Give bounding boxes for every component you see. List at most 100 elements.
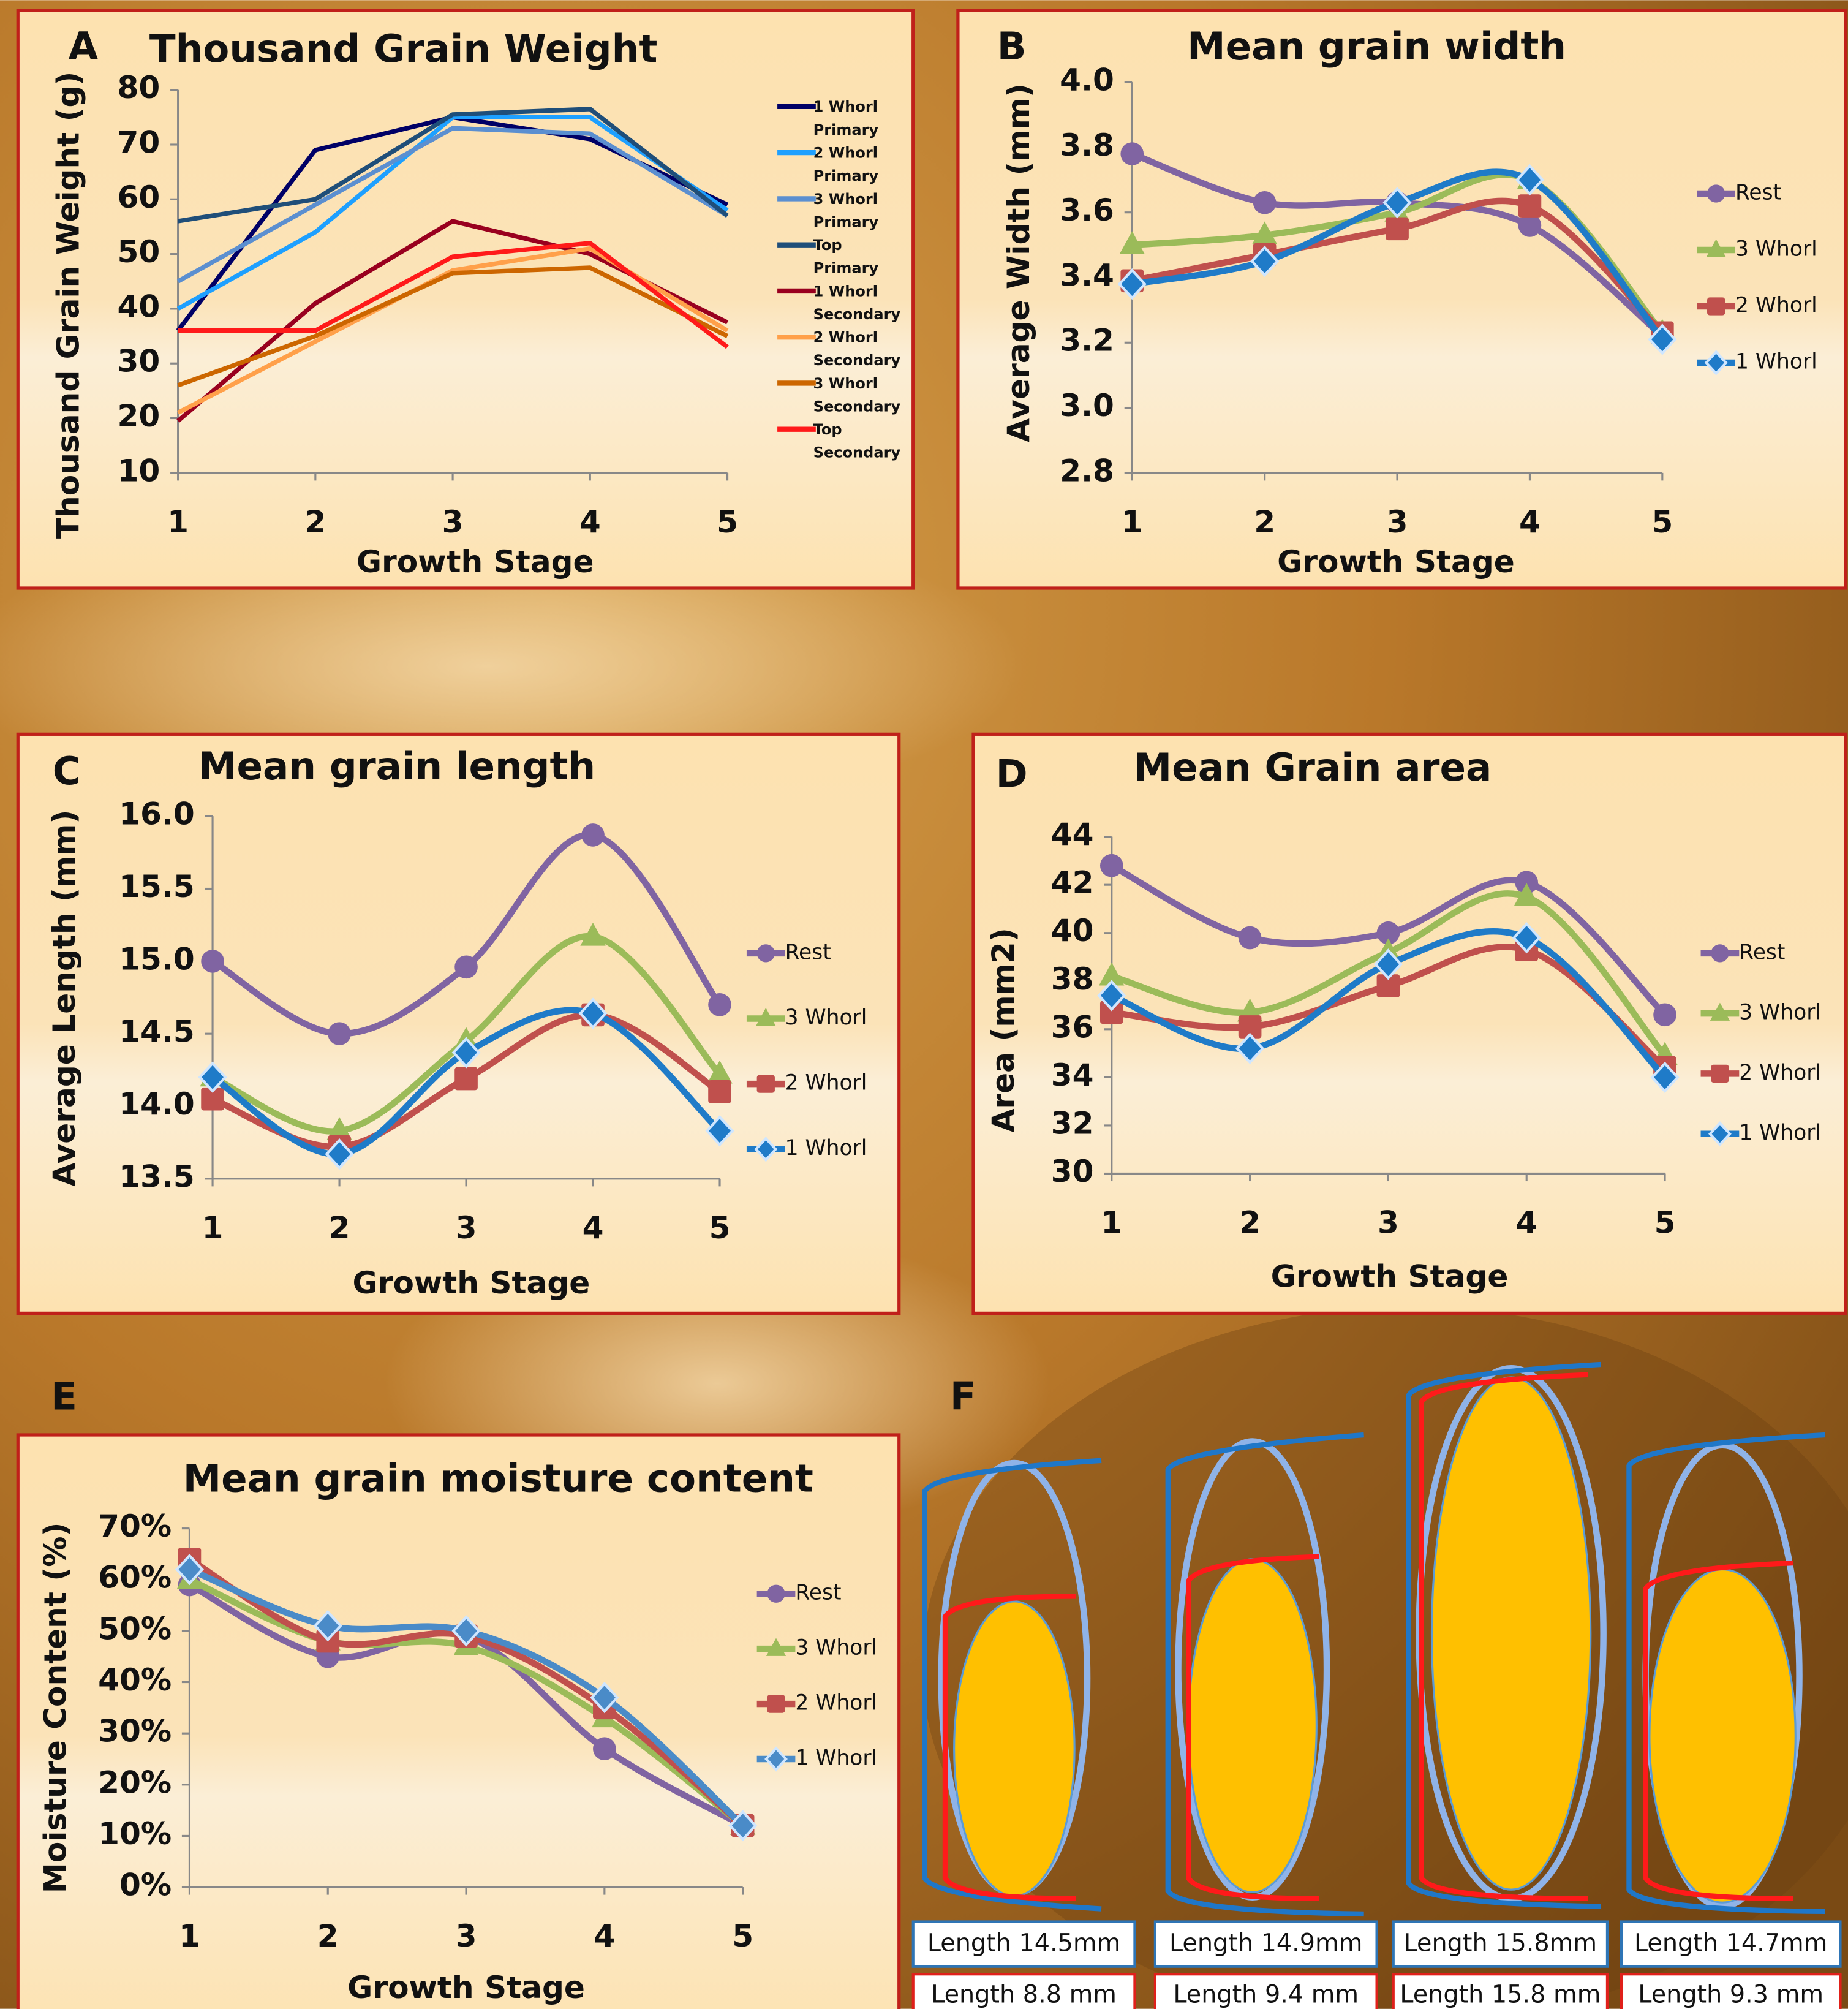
legend-entry: 1 Whorl Secondary bbox=[813, 279, 911, 331]
marker bbox=[708, 1080, 731, 1103]
x-tick-label: 5 bbox=[717, 504, 738, 540]
y-tick-label: 3.6 bbox=[1060, 192, 1114, 228]
marker bbox=[593, 1737, 616, 1760]
legend-label: 3 Whorl bbox=[785, 1005, 867, 1030]
y-tick-label: 32 bbox=[1051, 1105, 1094, 1141]
x-tick-label: 3 bbox=[1378, 1205, 1399, 1241]
y-tick-label: 20 bbox=[118, 398, 160, 434]
y-tick-label: 40 bbox=[1051, 912, 1094, 948]
marker bbox=[708, 993, 731, 1016]
y-tick-label: 70 bbox=[118, 124, 160, 160]
x-tick-label: 3 bbox=[1387, 504, 1408, 540]
legend-label: 2 Whorl bbox=[1735, 293, 1817, 318]
legend-label: 1 Whorl bbox=[1735, 350, 1817, 374]
legend-label: Top Secondary bbox=[813, 418, 911, 464]
marker bbox=[757, 1075, 775, 1092]
chart-title: Mean grain width bbox=[1187, 24, 1566, 69]
legend-label: 1 Whorl bbox=[795, 1746, 877, 1770]
chart-title: Thousand Grain Weight bbox=[149, 26, 657, 71]
legend-label: 1 Whorl bbox=[1739, 1121, 1821, 1145]
y-tick-label: 2.8 bbox=[1060, 452, 1114, 488]
legend-entry: Top Secondary bbox=[813, 418, 911, 469]
marker bbox=[1386, 217, 1409, 240]
y-tick-label: 38 bbox=[1051, 961, 1094, 997]
marker bbox=[581, 823, 605, 847]
grain bbox=[954, 1602, 1075, 1896]
panel-letter: D bbox=[996, 751, 1028, 796]
length-label: Length 15.8mm bbox=[1404, 1929, 1597, 1958]
x-axis-title: Growth Stage bbox=[1271, 1258, 1509, 1294]
x-tick-label: 5 bbox=[709, 1209, 731, 1246]
y-tick-label: 60% bbox=[98, 1559, 172, 1595]
x-tick-label: 4 bbox=[1519, 504, 1541, 540]
panel-letter: E bbox=[51, 1374, 77, 1419]
length-label: Length 15.8 mm bbox=[1400, 1980, 1601, 2008]
x-tick-label: 3 bbox=[456, 1918, 477, 1954]
y-tick-label: 15.5 bbox=[119, 868, 195, 904]
marker bbox=[201, 950, 224, 973]
y-tick-label: 70% bbox=[98, 1508, 172, 1544]
x-axis-title: Growth Stage bbox=[356, 543, 594, 580]
legend-label: Rest bbox=[795, 1581, 841, 1605]
x-axis-title: Growth Stage bbox=[347, 1969, 585, 2005]
y-tick-label: 14.0 bbox=[119, 1086, 195, 1122]
legend-label: 3 Whorl bbox=[795, 1636, 877, 1660]
length-label: Length 8.8 mm bbox=[931, 1980, 1117, 2008]
y-tick-label: 13.5 bbox=[119, 1158, 195, 1194]
legend-label: 1 Whorl Primary bbox=[813, 95, 911, 141]
y-axis-title: Area (mm2) bbox=[985, 928, 1021, 1132]
y-tick-label: 36 bbox=[1051, 1008, 1094, 1045]
length-label: Length 9.4 mm bbox=[1173, 1980, 1359, 2008]
y-tick-label: 40 bbox=[118, 288, 160, 324]
y-axis-title: Thousand Grain Weight (g) bbox=[50, 72, 86, 539]
y-tick-label: 60 bbox=[118, 179, 160, 215]
chart-title: Mean grain moisture content bbox=[183, 1456, 813, 1500]
x-tick-label: 2 bbox=[329, 1209, 350, 1246]
legend-label: 2 Whorl bbox=[1739, 1061, 1821, 1085]
panel-letter: F bbox=[950, 1374, 976, 1419]
x-tick-label: 2 bbox=[317, 1918, 339, 1954]
y-tick-label: 30 bbox=[1051, 1153, 1094, 1189]
y-axis-title: Moisture Content (%) bbox=[37, 1523, 74, 1894]
x-tick-label: 1 bbox=[1122, 504, 1143, 540]
y-tick-label: 4.0 bbox=[1060, 62, 1114, 98]
chart-title: Mean Grain area bbox=[1134, 745, 1492, 790]
legend-label: Rest bbox=[1739, 940, 1785, 964]
legend-label: Rest bbox=[1735, 181, 1781, 205]
x-axis-title: Growth Stage bbox=[1277, 543, 1515, 580]
x-tick-label: 1 bbox=[1101, 1205, 1122, 1241]
legend-entry: 1 Whorl Primary bbox=[813, 95, 911, 146]
y-tick-label: 20% bbox=[98, 1764, 172, 1800]
legend-entry: 2 Whorl Secondary bbox=[813, 325, 911, 377]
y-tick-label: 3.4 bbox=[1060, 257, 1114, 293]
legend-label: 2 Whorl Secondary bbox=[813, 325, 911, 371]
y-tick-label: 42 bbox=[1051, 865, 1094, 901]
legend-label: 1 Whorl bbox=[785, 1136, 867, 1160]
y-tick-label: 14.5 bbox=[119, 1013, 195, 1050]
marker bbox=[1653, 1003, 1676, 1026]
page: AThousand Grain WeightGrowth StageThousa… bbox=[0, 0, 1848, 2009]
x-tick-label: 1 bbox=[202, 1209, 224, 1246]
y-tick-label: 40% bbox=[98, 1662, 172, 1698]
x-tick-label: 5 bbox=[732, 1918, 753, 1954]
legend-label: 2 Whorl Primary bbox=[813, 141, 911, 187]
x-tick-label: 1 bbox=[179, 1918, 200, 1954]
chart-panel: D Mean Grain area Growth Stage Area (mm2) 30… bbox=[973, 734, 1846, 1313]
legend-entry: 3 Whorl Primary bbox=[813, 187, 911, 239]
marker bbox=[767, 1585, 785, 1603]
y-tick-label: 15.0 bbox=[119, 940, 195, 977]
marker bbox=[454, 1067, 478, 1091]
x-tick-label: 5 bbox=[1654, 1205, 1676, 1241]
y-tick-label: 30 bbox=[118, 343, 160, 379]
x-tick-label: 5 bbox=[1651, 504, 1673, 540]
grain bbox=[1431, 1377, 1590, 1890]
x-tick-label: 4 bbox=[583, 1209, 604, 1246]
x-tick-label: 3 bbox=[456, 1209, 477, 1246]
legend-label: 3 Whorl bbox=[1735, 237, 1817, 262]
length-label: Length 14.7mm bbox=[1634, 1929, 1827, 1958]
y-tick-label: 30% bbox=[98, 1713, 172, 1749]
x-axis-title: Growth Stage bbox=[353, 1265, 590, 1301]
y-tick-label: 0% bbox=[119, 1867, 172, 1903]
